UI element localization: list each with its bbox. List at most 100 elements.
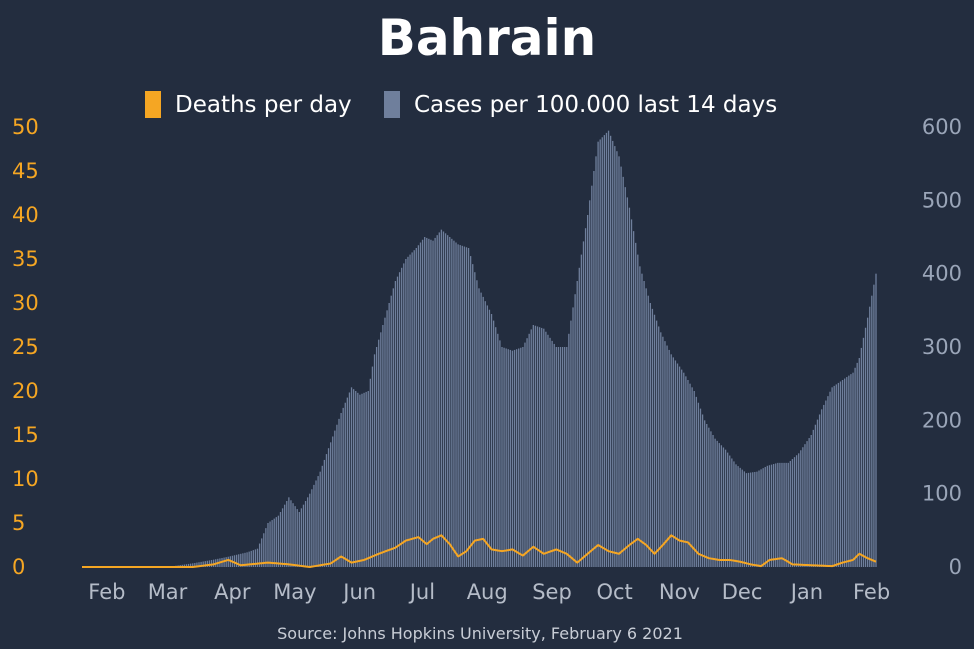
left-tick-label: 25 xyxy=(12,335,39,359)
legend-swatch-deaths xyxy=(145,91,161,118)
deaths-line-layer xyxy=(82,534,877,568)
case-bar xyxy=(624,187,626,567)
source-note: Source: Johns Hopkins University, Februa… xyxy=(277,624,683,643)
case-bar xyxy=(442,231,445,567)
case-bar xyxy=(511,350,514,567)
case-bar xyxy=(518,348,520,567)
case-bar xyxy=(632,231,635,567)
case-bar xyxy=(760,469,762,567)
case-bar xyxy=(727,452,729,567)
case-bar xyxy=(580,254,583,567)
case-bar xyxy=(737,466,739,567)
case-bar xyxy=(275,517,277,567)
case-bar xyxy=(480,292,482,567)
case-bar xyxy=(635,242,637,567)
x-tick-label: Jul xyxy=(408,580,435,604)
case-bar xyxy=(187,563,190,567)
right-tick-label: 300 xyxy=(922,335,962,359)
case-bar xyxy=(520,347,522,567)
case-bar xyxy=(557,347,560,567)
case-bar xyxy=(472,264,474,567)
case-bar xyxy=(242,553,244,567)
case-bar xyxy=(233,555,236,567)
case-bar xyxy=(862,337,865,567)
case-bar xyxy=(307,497,309,567)
case-bar xyxy=(733,461,735,567)
case-bar xyxy=(568,333,570,567)
case-bar xyxy=(495,327,497,567)
case-bar xyxy=(605,132,608,567)
case-bar xyxy=(783,462,785,567)
left-tick-label: 50 xyxy=(12,115,39,139)
case-bar xyxy=(210,560,213,567)
case-bar xyxy=(708,427,710,567)
case-bar xyxy=(823,404,825,567)
case-bar xyxy=(361,393,363,567)
case-bar xyxy=(587,215,589,567)
case-bar xyxy=(570,320,572,567)
case-bar xyxy=(724,449,727,567)
case-bar xyxy=(553,343,555,567)
right-tick-label: 100 xyxy=(922,482,962,506)
case-bar xyxy=(710,431,712,567)
case-bar xyxy=(327,448,330,567)
case-bar xyxy=(643,281,645,567)
case-bar xyxy=(359,394,361,567)
case-bar xyxy=(752,472,754,567)
left-axis: 0 5 10 15 20 25 30 35 40 45 50 xyxy=(12,115,39,579)
case-bar xyxy=(875,273,877,567)
case-bar xyxy=(503,347,505,567)
case-bar xyxy=(683,372,685,567)
case-bar xyxy=(482,296,484,567)
case-bar xyxy=(574,294,576,567)
case-bar xyxy=(507,349,509,567)
case-bar xyxy=(848,375,850,567)
case-bar xyxy=(380,332,382,567)
case-bar xyxy=(785,462,787,567)
case-bar xyxy=(338,418,340,567)
case-bar xyxy=(618,156,620,567)
case-bar xyxy=(526,338,528,567)
case-bar xyxy=(869,306,871,567)
x-axis: Feb Mar Apr May Jun Jul Aug Sep Oct Nov Dec Jan Feb xyxy=(88,580,890,604)
case-bar xyxy=(543,328,545,567)
case-bar xyxy=(545,331,547,567)
case-bar xyxy=(453,240,455,568)
case-bar xyxy=(378,339,380,567)
right-tick-label: 400 xyxy=(922,262,962,286)
case-bar xyxy=(647,295,649,567)
case-bar xyxy=(597,141,599,568)
case-bar xyxy=(695,396,697,567)
case-bar xyxy=(311,489,313,567)
case-bar xyxy=(515,349,518,567)
case-bar xyxy=(313,484,315,567)
case-bar xyxy=(284,504,286,567)
case-bar xyxy=(637,254,639,567)
case-bar xyxy=(240,553,242,567)
case-bar xyxy=(649,303,651,567)
case-bar xyxy=(467,248,470,567)
case-bar xyxy=(534,325,537,567)
right-tick-label: 600 xyxy=(922,115,962,139)
case-bar xyxy=(430,239,432,567)
case-bar xyxy=(238,554,240,567)
case-bar xyxy=(754,471,756,567)
case-bar xyxy=(701,414,704,567)
case-bar xyxy=(572,307,574,567)
case-bar xyxy=(183,564,186,567)
left-tick-label: 20 xyxy=(12,379,39,403)
case-bar xyxy=(457,244,459,567)
case-bar xyxy=(764,466,766,567)
case-bar xyxy=(716,440,718,567)
case-bar xyxy=(860,347,863,567)
case-bar xyxy=(603,135,606,567)
x-tick-label: Feb xyxy=(88,580,125,604)
left-tick-label: 40 xyxy=(12,203,39,227)
case-bar xyxy=(250,550,252,567)
case-bar xyxy=(601,137,603,567)
case-bar xyxy=(864,327,867,567)
case-bar xyxy=(440,229,443,568)
case-bar xyxy=(244,552,246,567)
case-bar xyxy=(668,349,670,567)
case-bar xyxy=(394,281,397,567)
